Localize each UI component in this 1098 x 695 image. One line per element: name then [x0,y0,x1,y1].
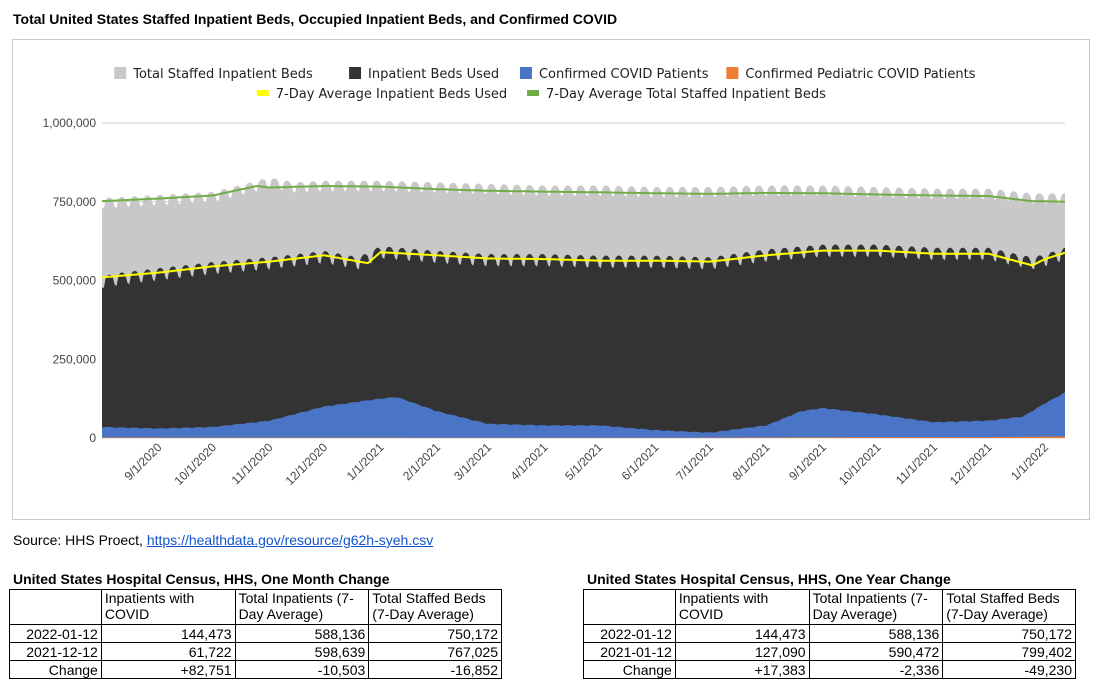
table-header-row: Inpatients with COVID Total Inpatients (… [9,589,502,625]
table-cell: Change [9,660,102,679]
legend-swatch [114,67,127,79]
table-cell: 2022-01-12 [9,624,102,643]
table-header-cell: Total Staffed Beds (7-Day Average) [368,589,502,625]
series-line [101,249,1066,279]
y-tick-label: 0 [89,431,96,445]
table-header-cell: Inpatients with COVID [100,589,236,625]
table-row: 2021-12-12 61,722 598,639 767,025 [9,642,502,661]
table-cell: 750,172 [368,624,502,643]
source-line: Source: HHS Proect, https://healthdata.g… [13,532,433,548]
y-tick-label: 500,000 [53,274,97,288]
source-link[interactable]: https://healthdata.gov/resource/g62h-sye… [146,532,434,548]
table-row: 2022-01-12 144,473 588,136 750,172 [9,624,502,643]
table-cell: 588,136 [808,624,944,643]
x-tick-label: 10/1/2021 [836,440,884,488]
table-cell: 61,722 [100,642,236,661]
y-tick-label: 750,000 [53,195,97,209]
source-prefix: Source: HHS Proect, [13,532,147,548]
legend-label: Inpatient Beds Used [368,67,499,82]
table-cell: 767,025 [368,642,502,661]
series-line [101,184,1065,203]
x-tick-label: 2/1/2021 [400,440,443,483]
table-header-cell [9,589,102,625]
table-cell: 590,472 [808,642,944,661]
x-tick-label: 3/1/2021 [451,440,494,483]
table-cell: 2022-01-12 [583,624,676,643]
table-cell: +17,383 [674,660,810,679]
table-cell: -10,503 [234,660,370,679]
x-tick-label: 5/1/2021 [562,440,605,483]
table-cell: 598,639 [234,642,370,661]
x-tick-label: 12/1/2021 [947,440,995,488]
x-tick-label: 1/1/2022 [1008,440,1051,483]
month-change-table: Inpatients with COVID Total Inpatients (… [9,589,502,679]
x-tick-label: 1/1/2021 [344,440,387,483]
x-tick-label: 11/1/2021 [893,440,940,487]
table-header-cell [583,589,676,625]
series-area [102,392,1065,438]
table-row: 2021-01-12 127,090 590,472 799,402 [583,642,1076,661]
table-header-cell: Total Inpatients (7-Day Average) [808,589,944,625]
month-change-title: United States Hospital Census, HHS, One … [13,571,390,587]
year-change-table: Inpatients with COVID Total Inpatients (… [583,589,1076,679]
y-tick-label: 250,000 [53,352,97,366]
legend-label: Confirmed COVID Patients [539,67,709,82]
table-cell: 2021-12-12 [9,642,102,661]
year-change-title: United States Hospital Census, HHS, One … [587,571,951,587]
x-tick-label: 8/1/2021 [730,440,773,483]
legend-swatch [726,67,739,79]
legend-swatch [256,90,269,96]
legend-swatch [349,67,362,79]
table-cell: 2021-01-12 [583,642,676,661]
table-cell: 750,172 [942,624,1076,643]
legend-label: Total Staffed Inpatient Beds [132,67,313,82]
series-area [102,244,1065,438]
table-row: Change +17,383 -2,336 -49,230 [583,660,1076,679]
table-header-cell: Inpatients with COVID [674,589,810,625]
legend-label: 7-Day Average Total Staffed Inpatient Be… [546,87,826,102]
table-header-cell: Total Staffed Beds (7-Day Average) [942,589,1076,625]
table-cell: -16,852 [368,660,502,679]
table-cell: 799,402 [942,642,1076,661]
x-tick-label: 12/1/2020 [283,440,331,488]
table-header-row: Inpatients with COVID Total Inpatients (… [583,589,1076,625]
table-header-cell: Total Inpatients (7-Day Average) [234,589,370,625]
table-cell: 144,473 [100,624,236,643]
x-tick-label: 4/1/2021 [508,440,551,483]
legend-swatch [519,67,532,79]
table-cell: 127,090 [674,642,810,661]
legend-swatch [527,90,540,96]
table-cell: +82,751 [100,660,236,679]
table-row: 2022-01-12 144,473 588,136 750,172 [583,624,1076,643]
table-cell: Change [583,660,676,679]
x-tick-label: 6/1/2021 [619,440,662,483]
y-tick-label: 1,000,000 [43,116,97,130]
x-tick-label: 9/1/2020 [122,440,165,483]
x-tick-label: 10/1/2020 [172,440,220,488]
x-tick-label: 7/1/2021 [673,440,716,483]
series-area [102,436,1065,438]
x-tick-label: 9/1/2021 [786,440,829,483]
chart-frame: 1,000,000 750,000 500,000 250,000 0 9/1/2020 1… [12,39,1090,520]
table-cell: 588,136 [234,624,370,643]
legend-label: 7-Day Average Inpatient Beds Used [276,87,507,102]
table-cell: -49,230 [942,660,1076,679]
table-cell: -2,336 [808,660,944,679]
chart-title: Total United States Staffed Inpatient Be… [13,11,618,27]
legend-label: Confirmed Pediatric COVID Patients [745,67,975,82]
table-row: Change +82,751 -10,503 -16,852 [9,660,502,679]
x-tick-label: 11/1/2020 [229,440,276,487]
table-cell: 144,473 [674,624,810,643]
